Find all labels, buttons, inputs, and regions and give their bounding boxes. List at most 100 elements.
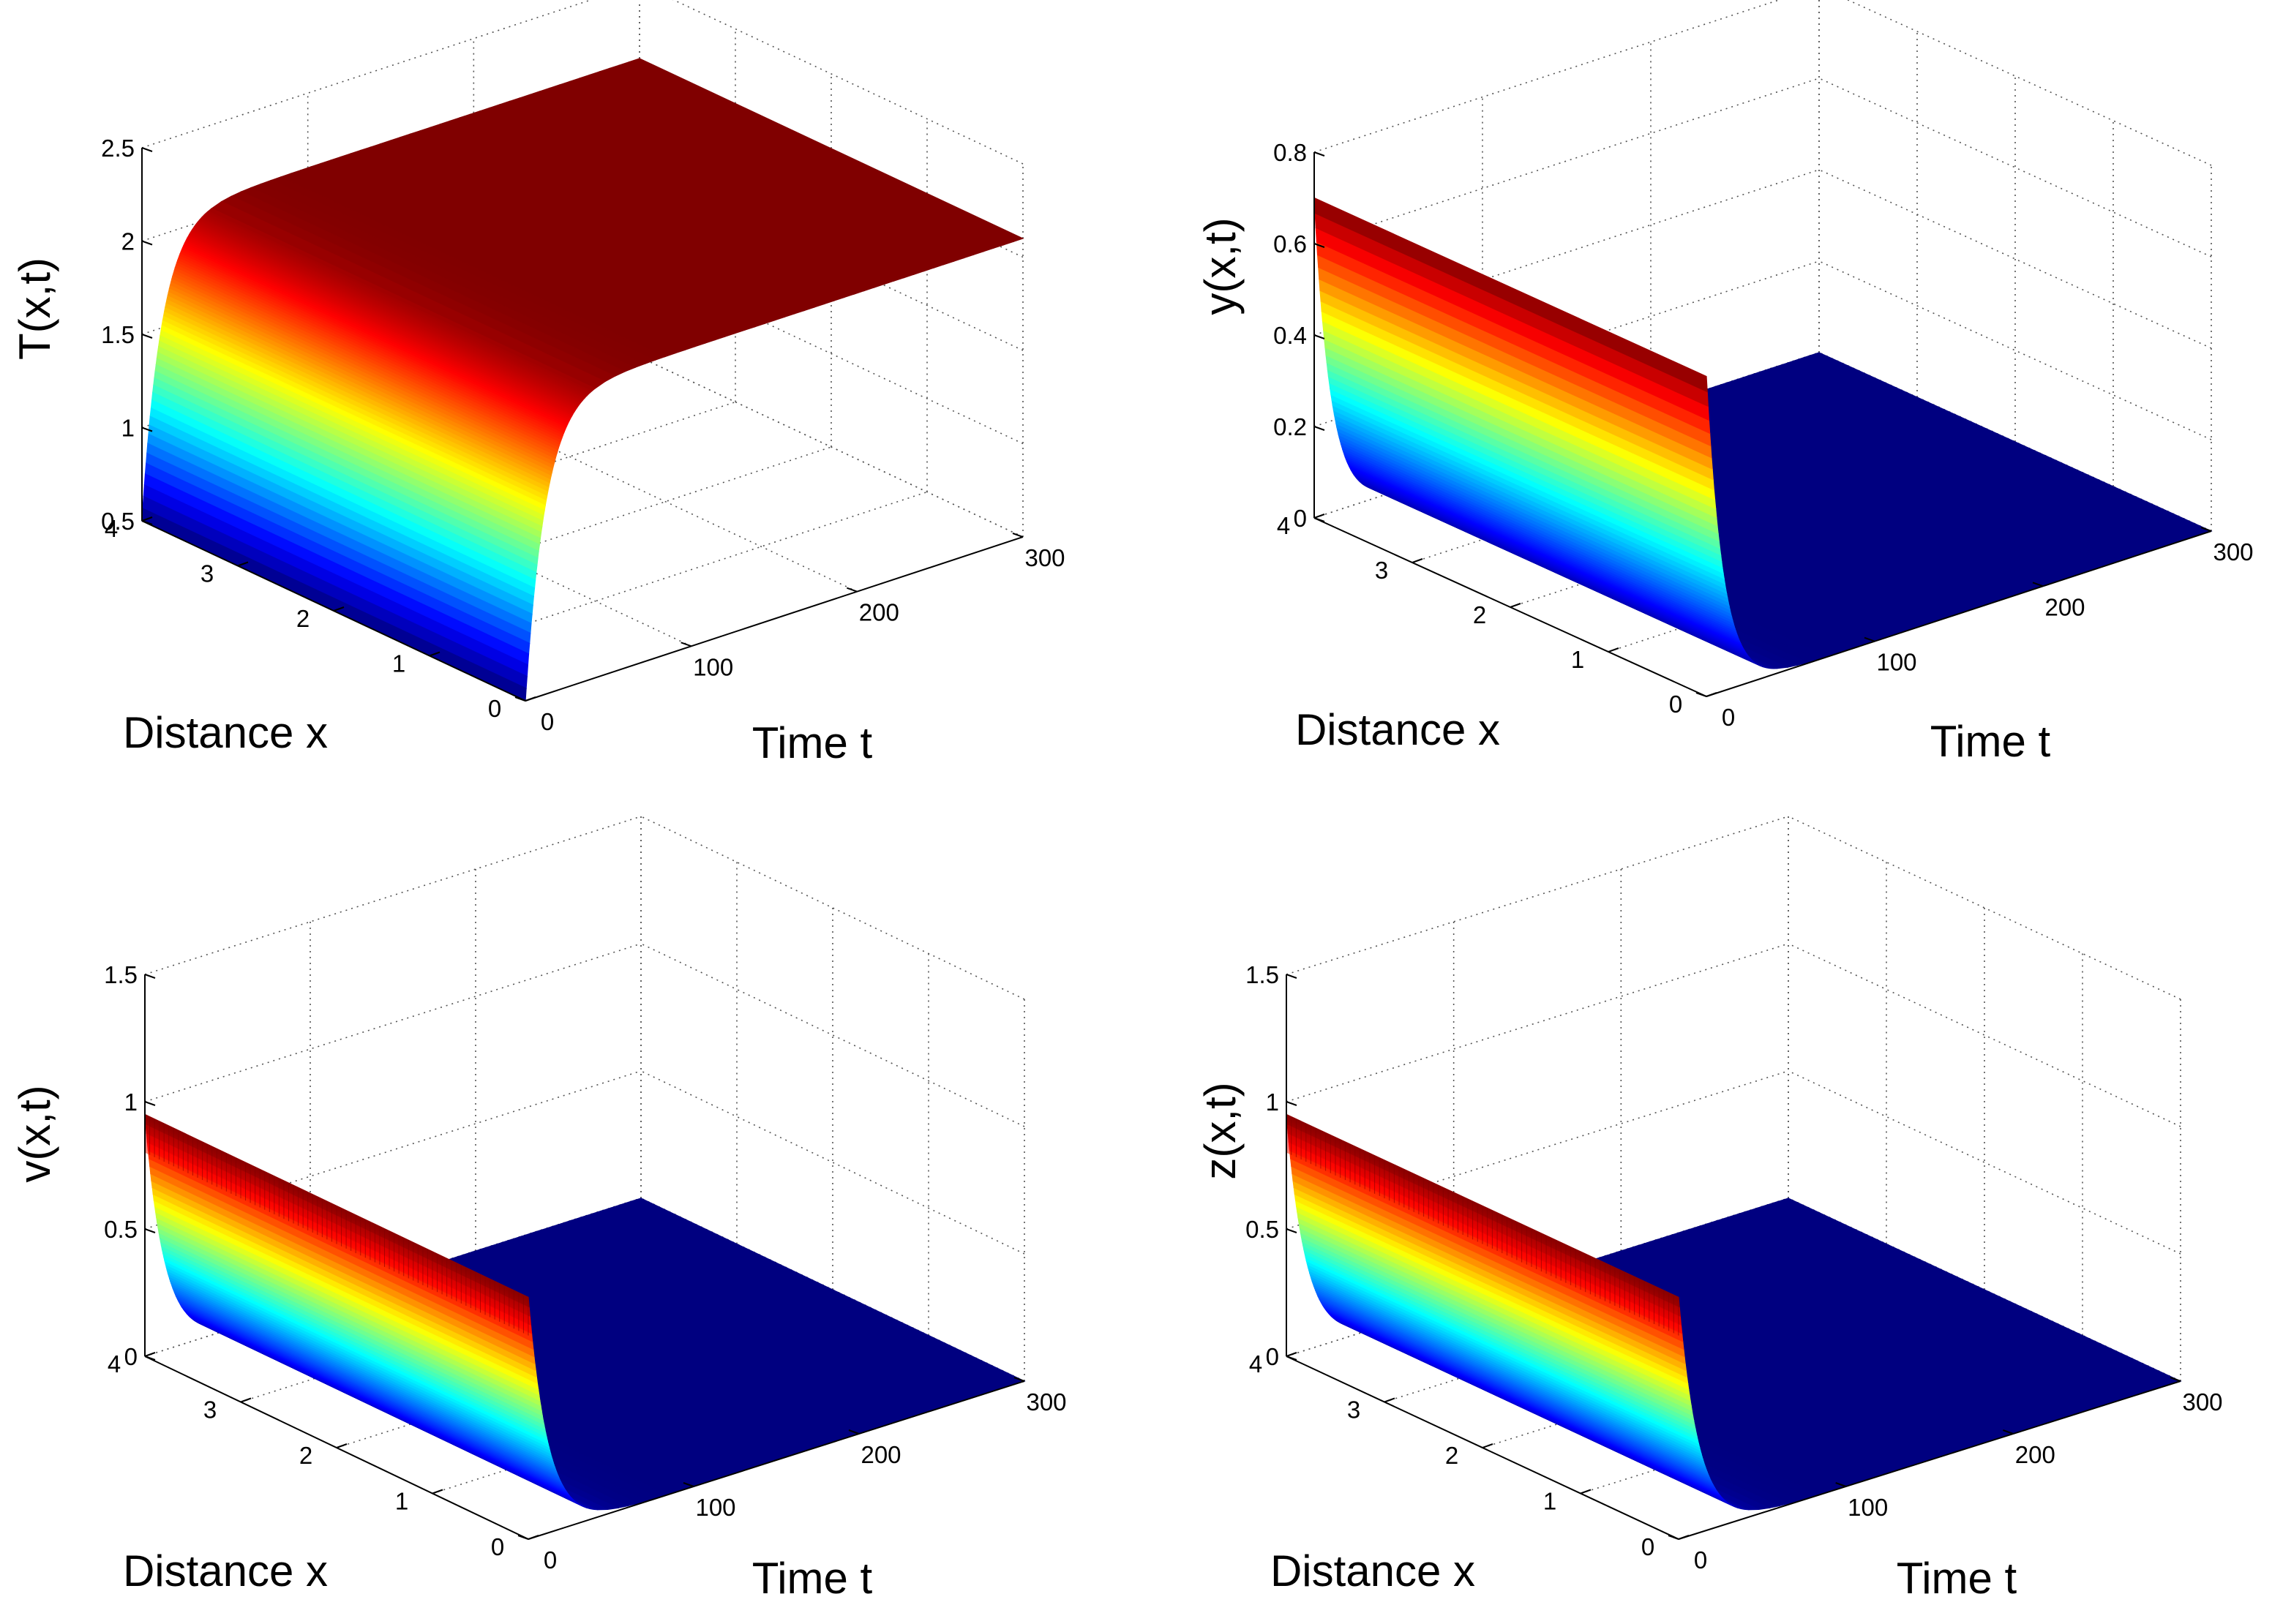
panel-v-t-tick-label-0: 0 xyxy=(544,1546,557,1574)
panel-T-z-tick-2 xyxy=(141,334,153,339)
panel-T-t-tick-label-2: 200 xyxy=(859,599,899,626)
panel-y-x-tick-3 xyxy=(1412,558,1423,563)
panel-T-t-tick-label-0: 0 xyxy=(541,708,554,735)
panel-z-t-tick-1 xyxy=(1835,1482,1847,1487)
panel-z-z-tick-label-1: 0.5 xyxy=(1245,1216,1279,1243)
panel-v-z-tick-2 xyxy=(144,1101,156,1106)
panel-y-z-tick-label-1: 0.2 xyxy=(1273,413,1307,440)
panel-z-z-tick-2 xyxy=(1286,1101,1297,1106)
panel-T-z-tick-1 xyxy=(141,426,153,432)
panel-z-x-tick-label-1: 1 xyxy=(1543,1488,1556,1515)
panel-y-t-tick-0 xyxy=(1695,692,1707,697)
panel-T-t-tick-0 xyxy=(514,696,526,702)
panel-T-z-tick-0 xyxy=(141,520,153,525)
panel-T-z-tick-3 xyxy=(141,240,153,246)
panel-v-z-tick-label-1: 0.5 xyxy=(104,1216,138,1243)
panel-T-x-tick-2 xyxy=(333,606,345,612)
panel-T-x-tick-label-2: 2 xyxy=(296,605,310,632)
panel-z-x-tick-3 xyxy=(1384,1397,1395,1403)
panel-v-gridline-11 xyxy=(144,943,642,1102)
panel-v-x-tick-1 xyxy=(432,1489,443,1495)
panel-T-z-tick-4 xyxy=(141,147,153,152)
panel-z-t-tick-3 xyxy=(2170,1377,2181,1382)
panel-y-t-tick-label-2: 200 xyxy=(2044,593,2085,620)
panel-v-x-tick-label-3: 3 xyxy=(203,1396,217,1424)
panel-y-z-tick-3 xyxy=(1313,243,1325,248)
panel-y-z-tick-1 xyxy=(1313,426,1325,431)
panel-z-t-tick-label-0: 0 xyxy=(1694,1546,1707,1574)
panel-y-x-tick-2 xyxy=(1510,603,1521,608)
panel-v-t-axis xyxy=(528,1380,1025,1540)
panel-T-z-tick-label-0: 0.5 xyxy=(101,508,135,535)
panel-T-x-tick-label-3: 3 xyxy=(200,560,214,587)
panel-v-x-tick-label-4: 4 xyxy=(108,1350,121,1377)
panel-y-t-tick-label-3: 300 xyxy=(2213,538,2253,565)
panel-T-gridline-19 xyxy=(639,263,1024,445)
panel-T: 0 1 2 3 4 0 100 200 300 0.5 1 1.5 2 2.5 T(x,t) Distan… xyxy=(10,0,1065,767)
panel-y-z-axis-label: y(x,t) xyxy=(1196,217,1245,315)
panel-z-x-tick-2 xyxy=(1482,1443,1493,1448)
panel-y-gridline-12 xyxy=(1313,78,1820,244)
panel-y-surface xyxy=(1313,197,2213,669)
panel-z-z-tick-0 xyxy=(1286,1356,1297,1361)
panel-T-x-tick-0 xyxy=(525,696,536,702)
panel-v-gridline-19 xyxy=(640,943,1025,1127)
panel-v-z-axis-label: v(x,t) xyxy=(10,1085,59,1182)
panel-T-z-axis-label: T(x,t) xyxy=(10,257,59,360)
panel-T-x-tick-label-1: 1 xyxy=(392,650,405,677)
panel-v-x-tick-2 xyxy=(336,1443,348,1448)
panel-y-t-axis xyxy=(1706,530,2212,697)
panel-y-z-tick-label-3: 0.6 xyxy=(1273,230,1307,257)
panel-v-x-tick-4 xyxy=(144,1352,156,1357)
panel-z-t-axis-label: Time t xyxy=(1897,1554,2017,1603)
panel-v-gridline-10 xyxy=(144,1070,642,1230)
panel-v-z-tick-label-0: 0 xyxy=(124,1343,138,1370)
panel-z-x-tick-0 xyxy=(1678,1535,1690,1540)
panel-z-z-tick-label-3: 1.5 xyxy=(1245,961,1279,988)
panel-z-x-axis-label: Distance x xyxy=(1270,1546,1475,1595)
panel-z-t-tick-2 xyxy=(2002,1429,2014,1435)
panel-y-surface-band-0 xyxy=(1313,197,1708,393)
panel-v-z-tick-3 xyxy=(144,974,156,979)
panel-z-t-tick-label-3: 300 xyxy=(2182,1388,2222,1416)
panel-z-x-tick-label-3: 3 xyxy=(1347,1396,1360,1424)
panel-T-z-tick-label-2: 1.5 xyxy=(101,321,135,348)
panel-z-gridline-11 xyxy=(1286,943,1789,1102)
panel-z-gridline-19 xyxy=(1788,943,2181,1127)
panel-y-x-axis-label: Distance x xyxy=(1295,705,1500,754)
panel-T-gridline-22 xyxy=(672,0,1024,165)
panel-v-x-tick-0 xyxy=(528,1535,539,1540)
panel-z-x-tick-label-4: 4 xyxy=(1249,1350,1262,1377)
panel-v-t-tick-3 xyxy=(1013,1377,1025,1382)
panel-y-t-tick-label-1: 100 xyxy=(1876,649,1916,676)
panel-z-z-tick-label-2: 1 xyxy=(1266,1089,1279,1116)
panel-y-t-tick-1 xyxy=(1864,636,1875,642)
panel-T-z-tick-label-3: 2 xyxy=(121,228,135,255)
panel-z-gridline-12 xyxy=(1286,816,1789,975)
panel-y-x-tick-label-4: 4 xyxy=(1277,512,1290,539)
panel-y-x-tick-0 xyxy=(1706,692,1717,697)
panel-v-t-tick-label-3: 300 xyxy=(1026,1388,1066,1416)
panel-v-t-axis-label: Time t xyxy=(752,1554,873,1603)
panel-y-x-tick-label-3: 3 xyxy=(1375,557,1388,584)
panel-y-x-tick-label-2: 2 xyxy=(1473,601,1486,628)
panel-v-x-axis-label: Distance x xyxy=(123,1546,328,1595)
panel-z-t-tick-0 xyxy=(1668,1535,1679,1540)
panel-v-z-tick-1 xyxy=(144,1228,156,1233)
panel-v-surface xyxy=(144,1113,1026,1511)
panel-T-z-tick-label-4: 2.5 xyxy=(101,135,135,162)
panel-T-x-tick-3 xyxy=(237,561,249,567)
panel-y-t-axis-label: Time t xyxy=(1930,717,2051,766)
panel-T-x-tick-1 xyxy=(429,651,441,657)
panel-y-gridline-13 xyxy=(1313,0,1781,153)
panel-y-z-tick-0 xyxy=(1313,517,1325,522)
panel-v-t-tick-label-2: 200 xyxy=(861,1441,901,1468)
panel-T-z-tick-label-1: 1 xyxy=(121,415,135,442)
panel-y-z-tick-2 xyxy=(1313,334,1325,339)
panel-y-z-tick-label-2: 0.4 xyxy=(1273,322,1307,349)
